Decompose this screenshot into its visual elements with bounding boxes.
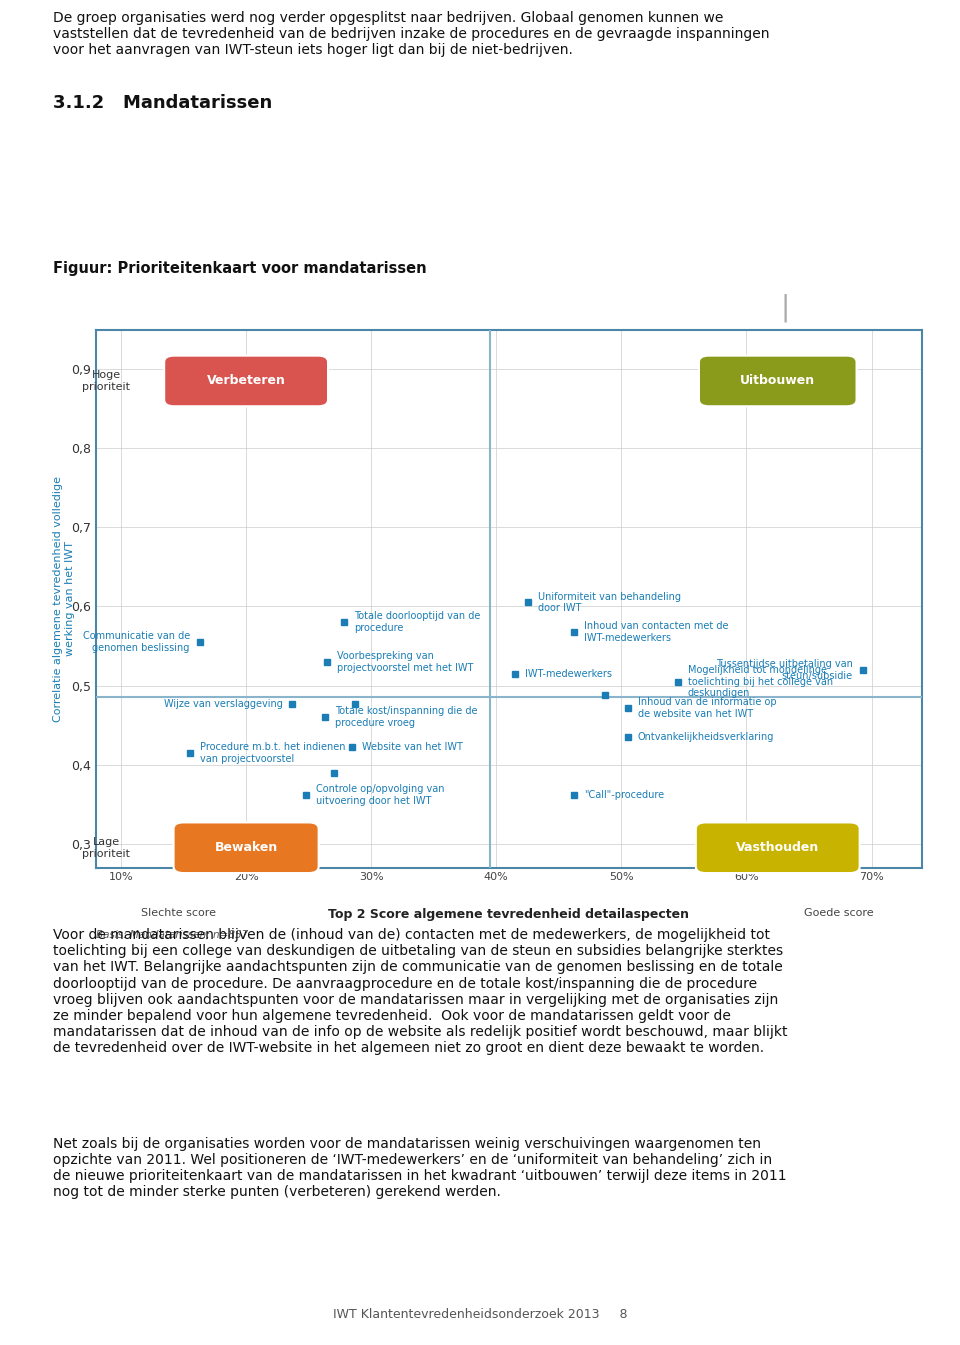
Text: w: w <box>714 291 740 319</box>
Text: Uniformiteit van behandeling
door IWT: Uniformiteit van behandeling door IWT <box>538 592 681 613</box>
Text: |: | <box>780 293 790 323</box>
Text: Hoge
prioriteit: Hoge prioriteit <box>82 370 130 391</box>
Text: Controle op/opvolging van
uitvoering door het IWT: Controle op/opvolging van uitvoering doo… <box>316 784 444 806</box>
Text: Voor de mandatarissen blijven de (inhoud van de) contacten met de medewerkers, d: Voor de mandatarissen blijven de (inhoud… <box>53 928 787 1056</box>
Text: Totale kost/inspanning die de
procedure vroeg: Totale kost/inspanning die de procedure … <box>335 706 477 728</box>
Text: Totale doorlooptijd van de
procedure: Totale doorlooptijd van de procedure <box>353 612 480 633</box>
Text: De groep organisaties werd nog verder opgesplitst naar bedrijven. Globaal genome: De groep organisaties werd nog verder op… <box>53 11 769 56</box>
Text: Procedure m.b.t. het indienen
van projectvoorstel: Procedure m.b.t. het indienen van projec… <box>200 742 346 764</box>
Text: Net zoals bij de organisaties worden voor de mandatarissen weinig verschuivingen: Net zoals bij de organisaties worden voo… <box>53 1137 786 1200</box>
FancyBboxPatch shape <box>699 355 856 406</box>
Text: Goede score: Goede score <box>804 908 874 917</box>
Text: Basis: Mandatarissen; n=857: Basis: Mandatarissen; n=857 <box>96 929 249 939</box>
FancyBboxPatch shape <box>174 822 319 873</box>
Text: Voorbespreking van
projectvoorstel met het IWT: Voorbespreking van projectvoorstel met h… <box>337 651 474 672</box>
Text: Inhoud van de informatie op
de website van het IWT: Inhoud van de informatie op de website v… <box>637 697 777 718</box>
Text: Uitbouwen: Uitbouwen <box>740 374 815 387</box>
Text: Mogelijkheid tot mondelinge
toelichting bij het college van
deskundigen: Mogelijkheid tot mondelinge toelichting … <box>687 664 833 698</box>
Text: Figuur: Prioriteitenkaart voor mandatarissen: Figuur: Prioriteitenkaart voor mandatari… <box>53 261 426 276</box>
Text: i: i <box>698 291 708 319</box>
Text: GfK: GfK <box>801 300 846 320</box>
Text: Ontvankelijkheidsverklaring: Ontvankelijkheidsverklaring <box>637 732 774 742</box>
Text: Communicatie van de
genomen beslissing: Communicatie van de genomen beslissing <box>83 631 190 652</box>
Text: Vasthouden: Vasthouden <box>736 841 820 854</box>
Text: Lage
prioriteit: Lage prioriteit <box>82 837 130 858</box>
Text: IWT-medewerkers: IWT-medewerkers <box>525 668 612 679</box>
Text: Bewaken: Bewaken <box>214 841 277 854</box>
Text: 3.1.2   Mandatarissen: 3.1.2 Mandatarissen <box>53 94 272 112</box>
Text: Website van het IWT: Website van het IWT <box>363 742 464 752</box>
Text: Wijze van verslaggeving: Wijze van verslaggeving <box>163 699 282 709</box>
FancyBboxPatch shape <box>164 355 328 406</box>
Text: IWT Klantentevredenheidsonderzoek 2013     8: IWT Klantentevredenheidsonderzoek 2013 8 <box>333 1307 627 1321</box>
Text: Top 2 Score algemene tevredenheid detailaspecten: Top 2 Score algemene tevredenheid detail… <box>328 908 689 921</box>
Text: Inhoud van contacten met de
IWT-medewerkers: Inhoud van contacten met de IWT-medewerk… <box>584 621 729 643</box>
Y-axis label: Correlatie algemene tevredenheid volledige
werking van het IWT: Correlatie algemene tevredenheid volledi… <box>54 476 75 721</box>
Text: Slechte score: Slechte score <box>141 908 216 917</box>
Text: "Call"-procedure: "Call"-procedure <box>584 790 664 800</box>
Text: t: t <box>748 291 761 319</box>
FancyBboxPatch shape <box>696 822 859 873</box>
Text: Verbeteren: Verbeteren <box>206 374 285 387</box>
Text: Tussentijdse uitbetaling van
steun/subsidie: Tussentijdse uitbetaling van steun/subsi… <box>716 659 852 681</box>
